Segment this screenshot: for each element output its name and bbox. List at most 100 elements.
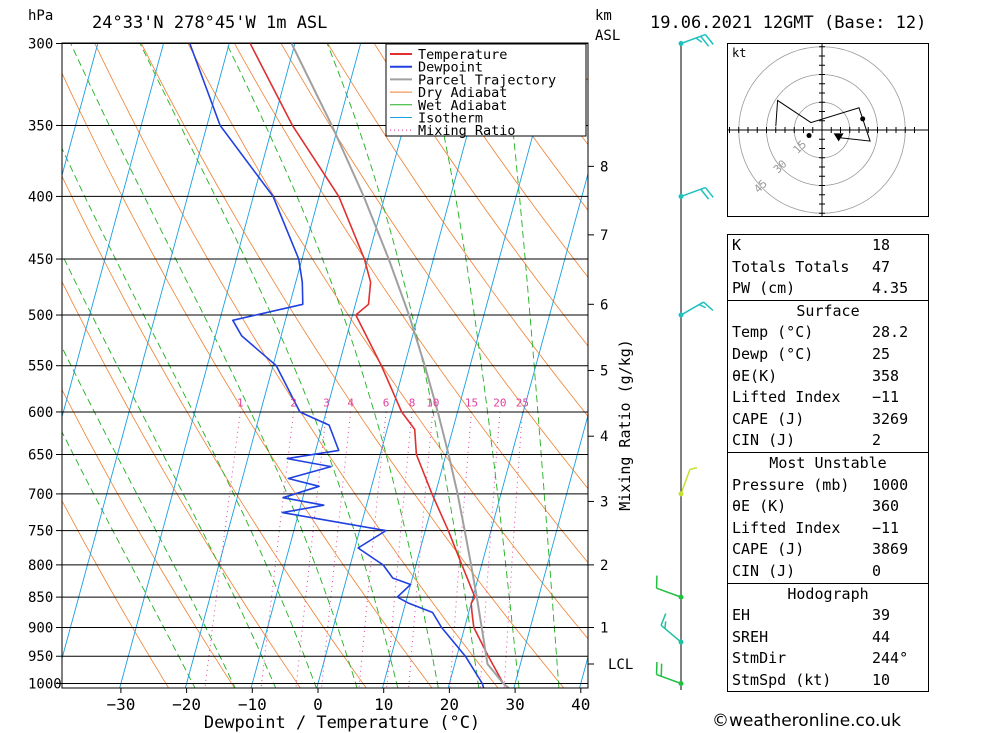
pressure-label: 650 xyxy=(28,448,53,464)
x-tick-label: 30 xyxy=(505,695,524,714)
most-unstable-title: Most Unstable xyxy=(728,453,928,475)
index-key: K xyxy=(732,235,741,257)
location-title: 24°33'N 278°45'W 1m ASL xyxy=(92,13,327,33)
unstable-index-value: −11 xyxy=(872,518,924,540)
mixing-ratio-label: 15 xyxy=(465,397,478,410)
pressure-label: 550 xyxy=(28,359,53,375)
surface-title: Surface xyxy=(728,301,928,323)
pressure-label: 850 xyxy=(28,590,53,606)
unstable-index-value: 3869 xyxy=(872,539,924,561)
unstable-index-row: CAPE (J) 3869 xyxy=(728,539,928,561)
mixing-ratio-line xyxy=(202,412,240,709)
indices-surface: Surface Temp (°C)28.2Dewp (°C)25θE(K)358… xyxy=(728,300,928,452)
surface-index-key: Dewp (°C) xyxy=(732,344,813,366)
mixing-ratio-label: 25 xyxy=(516,397,529,410)
mixing-ratio-line xyxy=(357,412,386,709)
mixing-ratio-line xyxy=(503,412,523,709)
chart-legend: TemperatureDewpointParcel TrajectoryDry … xyxy=(386,44,586,139)
unstable-index-row: Pressure (mb)1000 xyxy=(728,475,928,497)
pressure-unit-label: hPa xyxy=(28,8,53,24)
weatheronline-credit[interactable]: ©weatheronline.co.uk xyxy=(712,711,901,731)
unstable-index-key: CAPE (J) xyxy=(732,539,804,561)
km-label: 7 xyxy=(600,228,608,244)
hodograph-index-value: 44 xyxy=(872,627,924,649)
wind-barb-staff xyxy=(661,625,681,642)
pressure-label: 450 xyxy=(28,252,53,268)
hodograph-surface-dot xyxy=(807,133,812,138)
indices-general: K 18Totals Totals47PW (cm)4.35 xyxy=(728,235,928,300)
mixing-ratio-line xyxy=(407,412,433,709)
index-value: 4.35 xyxy=(872,278,924,300)
pressure-label: 750 xyxy=(28,524,53,540)
surface-index-key: Temp (°C) xyxy=(732,322,813,344)
unstable-index-key: Pressure (mb) xyxy=(732,475,849,497)
hodograph-unit: kt xyxy=(732,46,746,60)
km-label: 5 xyxy=(600,364,608,380)
x-tick-label: 40 xyxy=(571,695,590,714)
wind-barb xyxy=(679,302,713,318)
unstable-index-row: CIN (J) 0 xyxy=(728,561,928,583)
index-row: K 18 xyxy=(728,235,928,257)
wind-barb-flag xyxy=(699,305,705,308)
hodograph-title: Hodograph xyxy=(728,584,928,606)
pressure-label: 350 xyxy=(28,118,53,134)
mixing-ratio-line xyxy=(259,412,294,709)
wind-barb-staff xyxy=(681,302,704,315)
wind-barb xyxy=(679,35,714,47)
mixing-ratio-axis-title: Mixing Ratio (g/kg) xyxy=(616,339,634,511)
series-dewpoint xyxy=(190,44,484,690)
km-label: 1 xyxy=(600,620,608,636)
index-row: PW (cm)4.35 xyxy=(728,278,928,300)
series-parcel-trajectory xyxy=(292,44,511,690)
dry-adiabat xyxy=(6,0,448,709)
surface-index-value: 358 xyxy=(872,366,924,388)
hodograph-index-key: SREH xyxy=(732,627,768,649)
surface-index-value: −11 xyxy=(872,387,924,409)
unstable-index-key: θE (K) xyxy=(732,496,786,518)
mixing-ratio-label: 10 xyxy=(426,397,439,410)
mixing-ratio-label: 6 xyxy=(383,397,390,410)
x-tick-label: 20 xyxy=(440,695,459,714)
pressure-label: 1000 xyxy=(28,677,62,693)
hodograph-index-row: EH39 xyxy=(728,605,928,627)
km-label: 6 xyxy=(600,297,608,313)
mixing-ratio-line xyxy=(319,412,350,709)
mixing-ratio-label: 4 xyxy=(347,397,354,410)
hodograph-end-dot xyxy=(860,116,865,121)
chart-series xyxy=(190,44,510,690)
hodograph-index-value: 10 xyxy=(872,670,924,692)
unstable-index-key: CIN (J) xyxy=(732,561,795,583)
hodograph-panel: kt153045 xyxy=(727,43,929,217)
wind-barb-staff xyxy=(681,188,705,197)
indices-most-unstable: Most Unstable Pressure (mb)1000θE (K)360… xyxy=(728,452,928,583)
unstable-index-row: Lifted Index −11 xyxy=(728,518,928,540)
km-label: 2 xyxy=(600,558,608,574)
indices-hodograph: Hodograph EH39SREH44StmDir244°StmSpd (kt… xyxy=(728,583,928,692)
wind-profile xyxy=(657,35,714,686)
lcl-label: LCL xyxy=(608,657,633,673)
pressure-label: 700 xyxy=(28,487,53,503)
unstable-index-row: θE (K)360 xyxy=(728,496,928,518)
unstable-index-value: 0 xyxy=(872,561,924,583)
surface-index-row: Temp (°C)28.2 xyxy=(728,322,928,344)
x-tick-label: −10 xyxy=(238,695,267,714)
surface-index-value: 2 xyxy=(872,430,924,452)
pressure-label: 500 xyxy=(28,308,53,324)
surface-index-key: CAPE (J) xyxy=(732,409,804,431)
unstable-index-key: Lifted Index xyxy=(732,518,840,540)
height-unit-km: km xyxy=(595,8,612,24)
surface-index-row: CIN (J) 2 xyxy=(728,430,928,452)
surface-index-row: CAPE (J)3269 xyxy=(728,409,928,431)
index-value: 18 xyxy=(872,235,924,257)
pressure-label: 600 xyxy=(28,405,53,421)
surface-index-key: θE(K) xyxy=(732,366,777,388)
x-tick-label: −30 xyxy=(106,695,135,714)
pressure-label: 900 xyxy=(28,620,53,636)
datetime-title: 19.06.2021 12GMT (Base: 12) xyxy=(650,13,926,33)
pressure-label: 400 xyxy=(28,189,53,205)
surface-index-key: CIN (J) xyxy=(732,430,795,452)
mixing-ratio-label: 1 xyxy=(237,397,244,410)
index-row: Totals Totals47 xyxy=(728,257,928,279)
x-axis-title: Dewpoint / Temperature (°C) xyxy=(204,713,480,733)
wind-barb xyxy=(679,188,714,200)
